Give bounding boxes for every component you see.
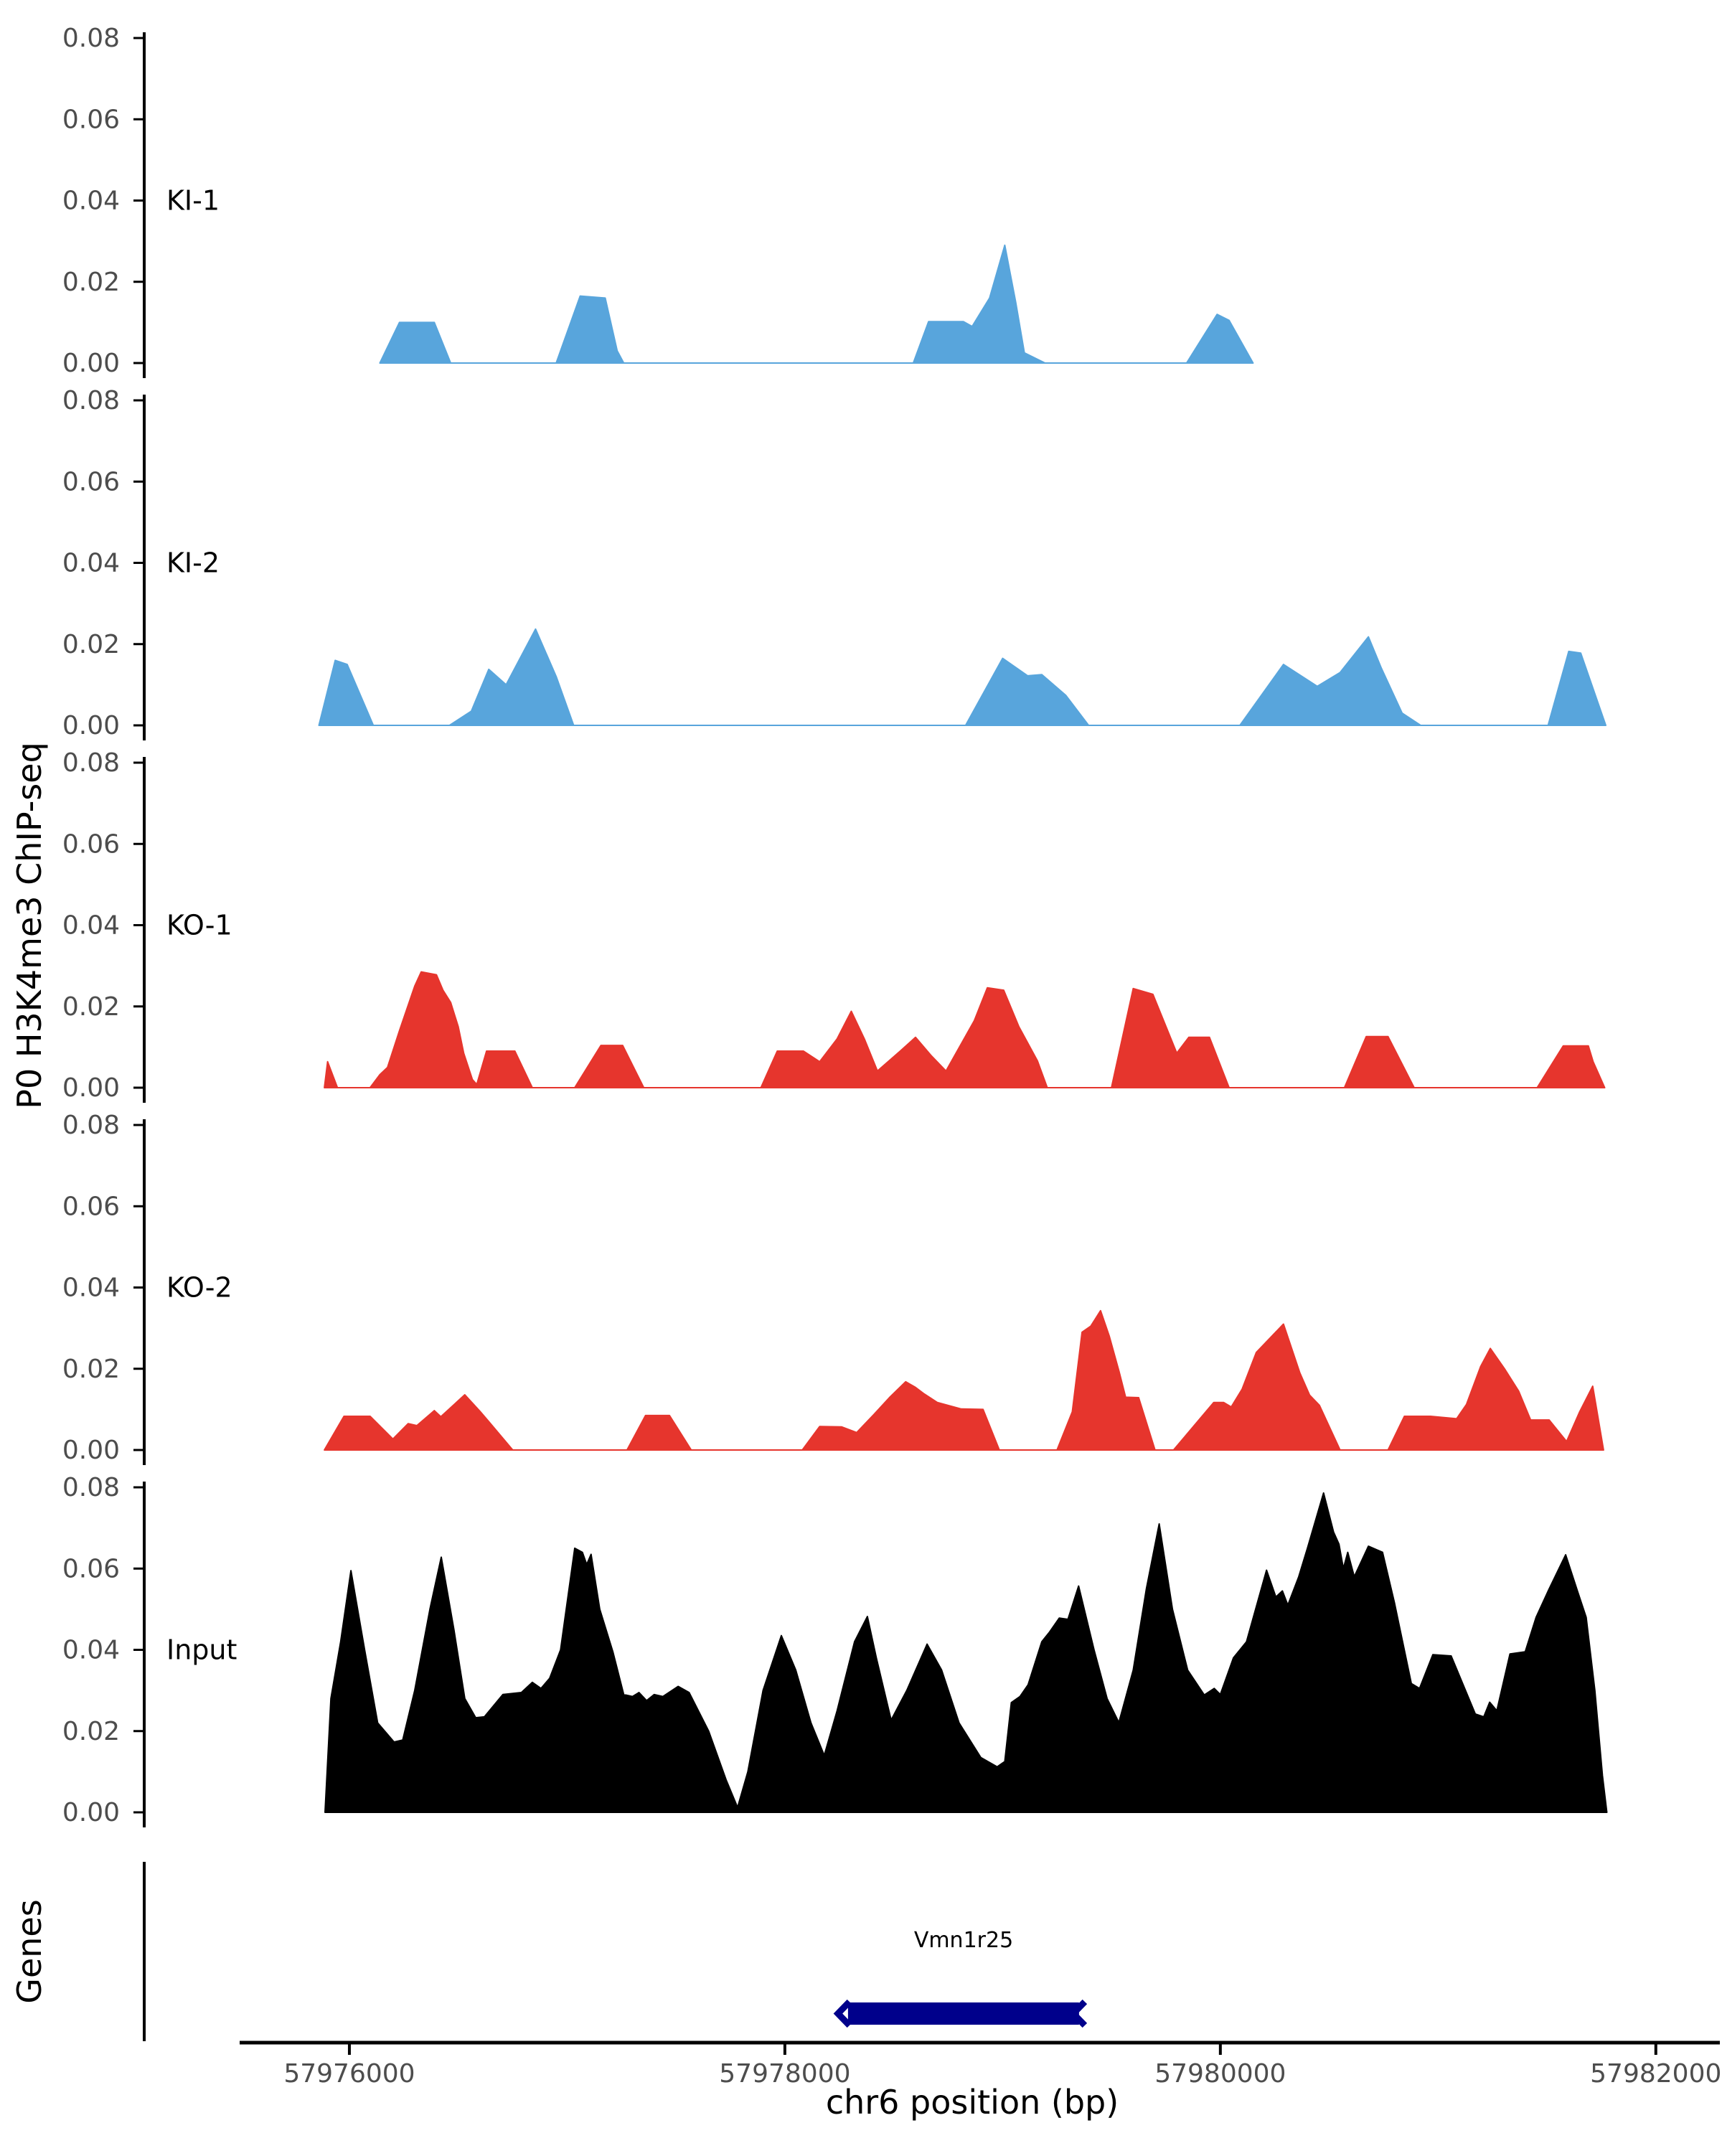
y-tick-label: 0.00 (62, 1436, 120, 1465)
gene-strand-arrow-icon (833, 1999, 852, 2028)
y-tick-label: 0.00 (62, 1073, 120, 1103)
gene-glyph-layer (833, 1999, 1088, 2028)
y-tick-label: 0.02 (62, 992, 120, 1022)
track-area-KO-2 (324, 1309, 1604, 1451)
y-tick-label: 0.08 (62, 1473, 120, 1502)
track-Input: 0.00 0.02 0.04 0.06 0.08 Input (62, 1473, 1608, 1827)
x-tick-label: 57976000 (283, 2059, 415, 2089)
genes-axis-title: Genes (10, 1899, 49, 2003)
y-tick-label: 0.06 (62, 467, 120, 496)
y-tick-label: 0.02 (62, 630, 120, 659)
x-axis-title: chr6 position (bp) (826, 2083, 1119, 2122)
y-tick-label: 0.02 (62, 1717, 120, 1746)
y-tick-label: 0.04 (62, 1274, 120, 1303)
gene-label: Vmn1r25 (914, 1928, 1013, 1953)
track-label: KI-2 (166, 547, 220, 579)
y-tick-label: 0.02 (62, 268, 120, 297)
x-ticks-layer: 57976000 57978000 57980000 57982000 (283, 2043, 1721, 2089)
track-KI-2: 0.00 0.02 0.04 0.06 0.08 KI-2 (62, 386, 1606, 740)
signal-tracks-layer: 0.00 0.02 0.04 0.06 0.08 KI-1 0.00 0.02 0.04 0.06… (62, 24, 1608, 1827)
track-label: Input (166, 1634, 237, 1666)
x-axis: 57976000 57978000 57980000 57982000 chr6 po… (240, 2040, 1721, 2122)
track-label: KI-1 (166, 185, 220, 217)
track-KO-2: 0.00 0.02 0.04 0.06 0.08 KO-2 (62, 1111, 1604, 1465)
track-KI-1: 0.00 0.02 0.04 0.06 0.08 KI-1 (62, 24, 1254, 378)
y-tick-label: 0.08 (62, 748, 120, 778)
y-tick-label: 0.04 (62, 911, 120, 941)
y-axis-title: P0 H3K4me3 ChIP-seq (10, 742, 49, 1109)
y-tick-label: 0.04 (62, 549, 120, 578)
gene-strand-arrow-icon (1068, 1999, 1088, 2028)
y-tick-label: 0.06 (62, 105, 120, 134)
y-tick-label: 0.06 (62, 1192, 120, 1221)
x-tick-label: 57982000 (1590, 2059, 1721, 2089)
y-tick-label: 0.00 (62, 711, 120, 740)
track-area-KI-2 (318, 628, 1606, 726)
x-tick-label: 57978000 (719, 2059, 850, 2089)
y-tick-label: 0.08 (62, 1111, 120, 1140)
y-tick-label: 0.04 (62, 1636, 120, 1665)
y-tick-label: 0.06 (62, 1554, 120, 1583)
y-tick-label: 0.08 (62, 386, 120, 415)
genes-track: Genes Vmn1r25 (10, 1862, 1088, 2041)
y-tick-label: 0.00 (62, 1798, 120, 1827)
track-label: KO-2 (166, 1272, 232, 1304)
y-tick-label: 0.00 (62, 349, 120, 378)
track-label: KO-1 (166, 910, 232, 941)
y-tick-label: 0.04 (62, 187, 120, 216)
y-tick-label: 0.02 (62, 1355, 120, 1384)
y-tick-label: 0.08 (62, 24, 120, 53)
y-tick-label: 0.06 (62, 829, 120, 859)
x-tick-label: 57980000 (1154, 2059, 1286, 2089)
track-area-Input (324, 1492, 1608, 1813)
track-area-KO-1 (324, 971, 1606, 1088)
track-area-KI-1 (379, 244, 1254, 364)
track-KO-1: 0.00 0.02 0.04 0.06 0.08 KO-1 (62, 748, 1606, 1103)
gene-body-bar (847, 2002, 1079, 2025)
